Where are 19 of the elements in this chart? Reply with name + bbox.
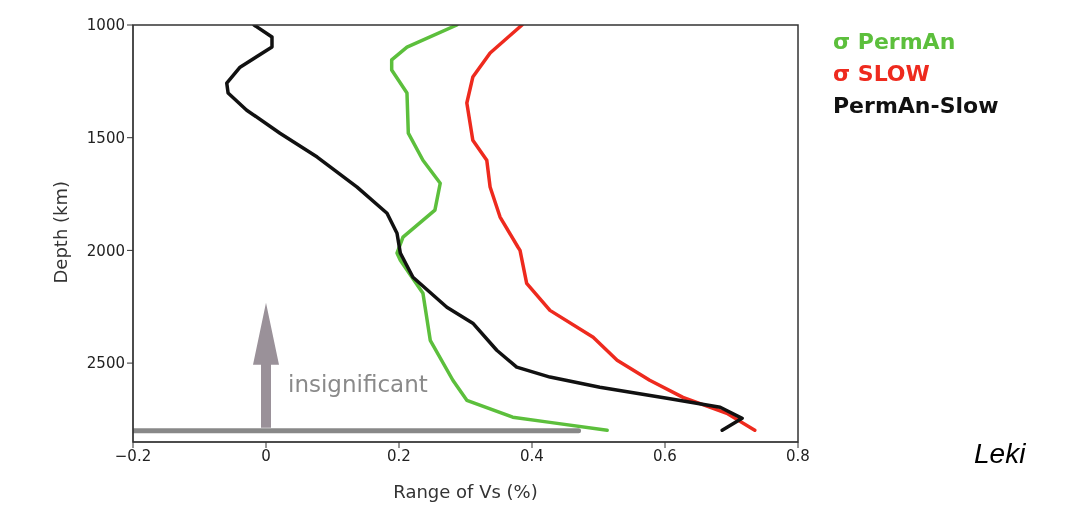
x-tick-label: 0.2 xyxy=(387,446,411,465)
text: PermAn-Slow xyxy=(833,92,999,120)
x-tick-label: 0.8 xyxy=(786,446,810,465)
x-tick-label: 0.4 xyxy=(520,446,544,465)
x-tick-label: 0 xyxy=(261,446,271,465)
text: σ PermAn xyxy=(833,28,957,56)
y-tick-label: 2000 xyxy=(86,241,125,260)
line-series xyxy=(225,25,744,433)
x-axis-title: Range of Vs (%) xyxy=(393,481,538,502)
y-tick-label: 2500 xyxy=(86,354,125,373)
x-tick-label: −0.2 xyxy=(114,446,152,465)
annotation: insignificant xyxy=(288,370,428,397)
text: Leki xyxy=(974,438,1026,470)
y-axis-title: Depth (km) xyxy=(50,180,72,284)
line-series xyxy=(465,25,757,433)
x-tick-label: 0.6 xyxy=(653,446,677,465)
y-tick-label: 1500 xyxy=(86,129,125,148)
y-tick-label: 1000 xyxy=(86,16,125,35)
text: σ SLOW xyxy=(833,60,931,88)
